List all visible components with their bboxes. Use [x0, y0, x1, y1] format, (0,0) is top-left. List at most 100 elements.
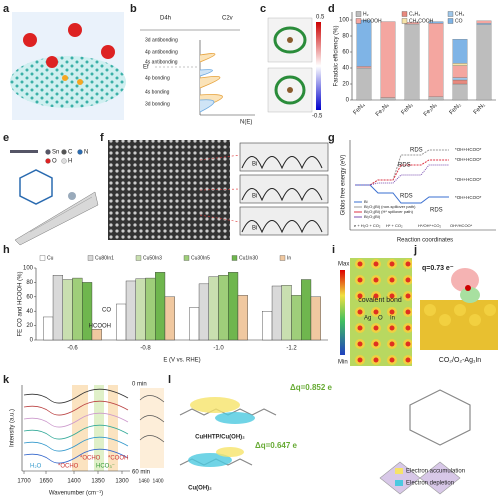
legend-label: Cu1In30	[239, 255, 258, 261]
x-tick-label: -1.2	[286, 346, 297, 352]
bar	[291, 295, 302, 341]
bar-segment	[428, 21, 444, 24]
e-legend-dot	[61, 158, 67, 164]
legend-swatch	[401, 18, 408, 24]
k-tick-label: 1300	[115, 479, 129, 485]
k-time: 60 min	[132, 470, 150, 476]
l-dq: Δq=0.852 e	[290, 383, 333, 392]
bar	[116, 303, 127, 341]
k-band: H₂O	[30, 464, 42, 470]
k-tick-label: 1400	[67, 479, 81, 485]
y-tick-label: 80	[342, 34, 349, 40]
i-atom: Ag	[364, 316, 371, 322]
legend-label: CO	[455, 18, 463, 24]
b-right: C2v	[222, 16, 233, 22]
legend-label: CH₃COOH	[409, 18, 434, 24]
y-tick-label: 60	[342, 50, 349, 56]
x-tick-label: Fe₂N₆	[375, 102, 391, 118]
panel-l-art	[179, 389, 471, 495]
bar-segment	[380, 97, 396, 101]
j-q: q=0.73 e⁻	[422, 265, 454, 272]
bar-segment	[356, 19, 372, 67]
bar	[208, 276, 219, 341]
g-legend-label: Bi₂O₃(Bi) (non-spillover path)	[364, 204, 416, 209]
panel-label: f	[100, 132, 104, 144]
b-level: 4p bonding	[145, 75, 170, 81]
bar	[228, 272, 239, 341]
b-axis: N(E)	[240, 120, 252, 126]
bar	[91, 329, 102, 341]
panel-label: h	[3, 244, 10, 256]
legend-swatch	[447, 18, 454, 24]
bar-segment	[356, 66, 372, 69]
panel-label: d	[328, 3, 335, 15]
legend-swatch	[401, 11, 408, 17]
panel-label: e	[3, 132, 9, 144]
panel-b-art	[140, 29, 255, 116]
l-dq: Δq=0.647 e	[255, 441, 298, 450]
bar-segment	[476, 24, 492, 101]
g-legend-label: Bi₂O₃(Bi)	[364, 214, 381, 219]
g-state: *OH+HCOO*	[455, 147, 482, 152]
bar	[62, 279, 73, 341]
g-rds: RDS	[410, 148, 423, 154]
bar-segment	[356, 67, 372, 101]
c-cbar-min: -0.5	[312, 114, 323, 120]
e-legend-dot	[77, 149, 83, 155]
k-band: HCO₃⁻	[96, 464, 115, 470]
y-tick-label: 60	[26, 294, 33, 300]
g-step: e + H₂O + CO₂	[354, 223, 381, 228]
legend-swatch	[355, 11, 362, 17]
panel-label: g	[328, 132, 335, 144]
y-axis-label: Faradaic efficiency (%)	[334, 26, 340, 87]
x-tick-label: Fe₂N₅	[423, 102, 439, 118]
k-xlabel: Wavenumber (cm⁻¹)	[49, 491, 103, 497]
legend-swatch	[279, 255, 286, 261]
e-legend-dot	[61, 149, 67, 155]
panel-label: c	[260, 3, 266, 15]
x-tick-label: FeN₄	[353, 102, 367, 116]
l-name: Cu(OH)₂	[188, 486, 212, 492]
g-step: H*/OH*+CO₂	[418, 223, 441, 228]
k-time: 0 min	[132, 382, 147, 388]
legend-swatch	[355, 18, 362, 24]
j-name: CO₂/O₂-Ag₁In	[439, 357, 482, 364]
bar	[262, 311, 273, 341]
bar	[164, 296, 175, 341]
g-rds: RDS	[398, 163, 411, 169]
x-tick-label: -0.8	[140, 346, 151, 352]
bar-segment	[476, 23, 492, 25]
bar	[125, 280, 136, 341]
b-level: 3d antibonding	[145, 37, 178, 43]
b-left: D4h	[160, 16, 171, 22]
c-cbar-max: 0.5	[316, 15, 325, 21]
l-name: CuHHTP/Cu(OH)₂	[195, 435, 245, 441]
e-legend-dot	[45, 158, 51, 164]
i-max: Max	[338, 262, 349, 268]
bar	[189, 307, 200, 341]
bar-segment	[452, 83, 468, 101]
i-atom: O	[378, 316, 383, 322]
g-step: OH*/HCOO*	[450, 223, 473, 228]
bar	[82, 282, 93, 341]
x-tick-label: -1.0	[213, 346, 224, 352]
bar	[145, 277, 156, 341]
bar-segment	[452, 39, 468, 64]
bar-segment	[428, 96, 444, 101]
legend-label: C₂H₄	[409, 11, 420, 17]
bar	[155, 272, 166, 341]
e-legend-label: H	[68, 159, 72, 165]
legend-label: Cu50In3	[143, 255, 162, 261]
legend-label: In	[287, 255, 291, 261]
f-peak: Bi	[252, 162, 257, 168]
k-band: *OCHO	[58, 464, 79, 470]
i-atom: In	[390, 316, 395, 322]
legend-label: H₂	[363, 11, 369, 17]
y-tick-label: 20	[26, 323, 33, 329]
bar	[198, 283, 209, 341]
panel-label: j	[413, 244, 417, 256]
f-peak: Bi	[252, 226, 257, 232]
g-xlabel: Reaction coordinates	[397, 238, 453, 244]
g-legend-label: Bi	[364, 199, 368, 204]
